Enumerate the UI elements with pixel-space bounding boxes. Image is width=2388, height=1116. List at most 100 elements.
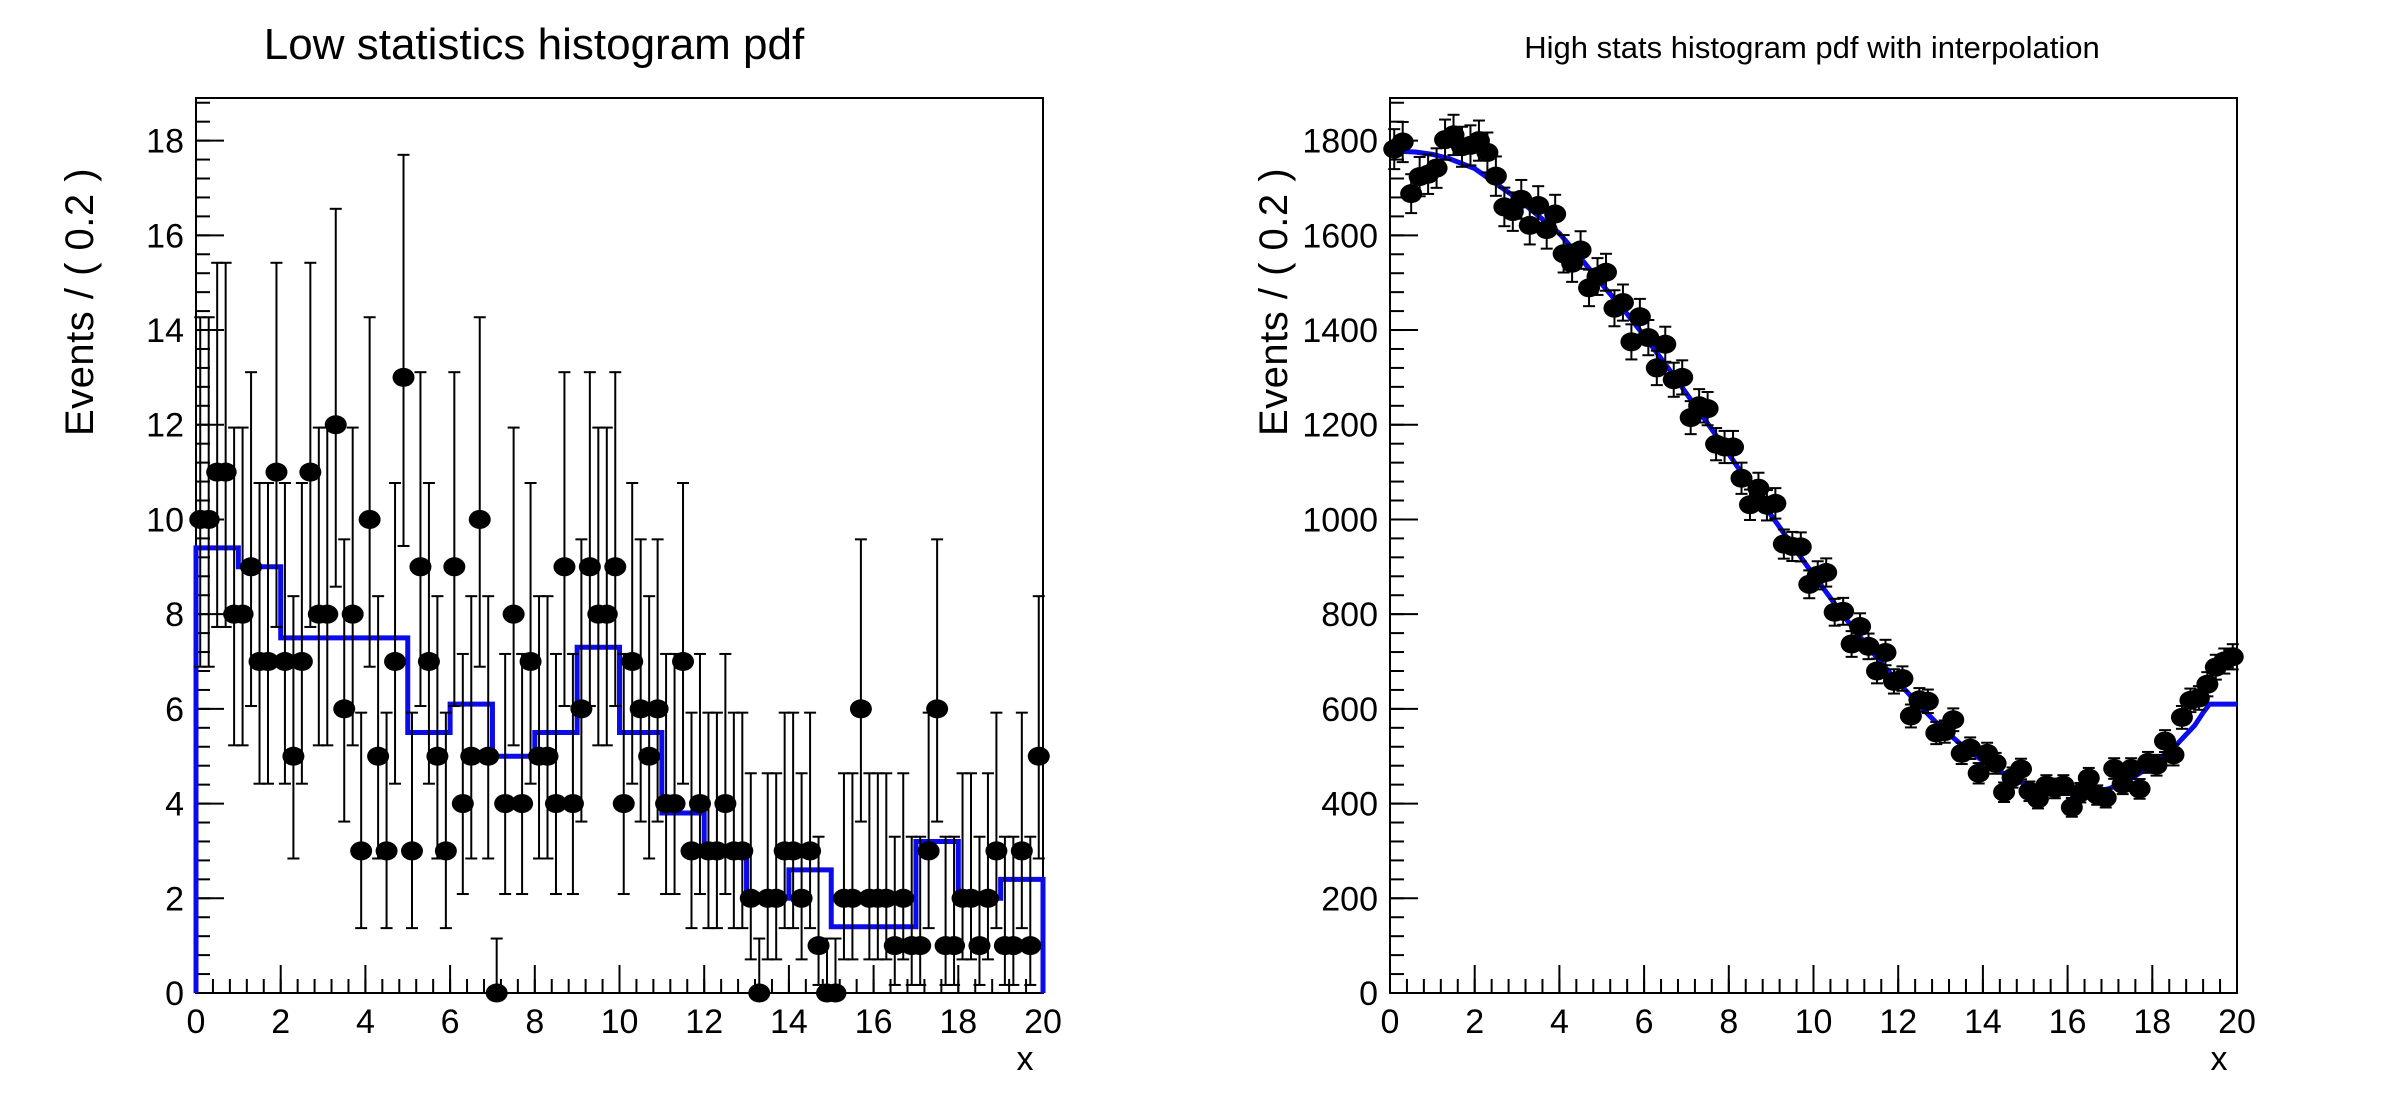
svg-text:14: 14 — [770, 1003, 808, 1041]
data-point — [841, 888, 864, 908]
data-point — [739, 888, 762, 908]
data-point — [358, 509, 381, 529]
data-point — [214, 462, 237, 482]
data-point — [1764, 493, 1787, 513]
left-chart-plot: 0 2 4 6 8 10 12 14 16 18 20 0 2 4 6 8 10 12 14 16 18 — [146, 97, 1062, 1041]
data-point — [926, 699, 949, 719]
data-point — [553, 557, 576, 577]
data-point — [1620, 332, 1643, 352]
data-point — [849, 699, 872, 719]
data-point — [197, 509, 220, 529]
data-point — [968, 936, 991, 956]
svg-text:6: 6 — [165, 691, 184, 729]
data-point — [2170, 707, 2193, 727]
svg-text:18: 18 — [146, 123, 184, 161]
data-point — [748, 983, 771, 1003]
tick-labels: 0 2 4 6 8 10 12 14 16 18 20 0 2 4 6 8 10 12 14 16 18 — [146, 123, 1062, 1041]
data-point — [1857, 636, 1880, 656]
data-point — [1425, 158, 1448, 178]
svg-text:12: 12 — [1879, 1003, 1917, 1041]
data-point — [1476, 142, 1499, 162]
svg-text:0: 0 — [187, 1003, 206, 1041]
svg-text:600: 600 — [1321, 691, 1378, 729]
data-point — [468, 509, 491, 529]
data-point — [502, 604, 525, 624]
data-point — [646, 699, 669, 719]
data-point — [333, 699, 356, 719]
data-point — [265, 462, 288, 482]
data-point — [892, 888, 915, 908]
data-point — [1518, 215, 1541, 235]
data-point — [2162, 745, 2185, 765]
data-point — [672, 652, 695, 672]
data-point — [985, 841, 1008, 861]
data-point — [1569, 240, 1592, 260]
data-point — [1019, 936, 1042, 956]
data-point — [1544, 204, 1567, 224]
data-point — [1993, 782, 2016, 802]
svg-text:10: 10 — [601, 1003, 639, 1041]
svg-text:12: 12 — [685, 1003, 723, 1041]
data-point — [883, 936, 906, 956]
data-point — [494, 794, 517, 814]
data-point — [519, 652, 542, 672]
data-point — [350, 841, 373, 861]
pad-low-stats-histogram: Low statistics histogram pdf Events / ( … — [58, 20, 1062, 1078]
svg-text:0: 0 — [165, 975, 184, 1013]
data-point — [1891, 669, 1914, 689]
data-point — [240, 557, 263, 577]
svg-text:10: 10 — [1795, 1003, 1833, 1041]
svg-text:1000: 1000 — [1302, 501, 1378, 539]
data-point — [909, 936, 932, 956]
data-point — [1916, 691, 1939, 711]
data-point — [536, 746, 559, 766]
data-point — [485, 983, 508, 1003]
svg-text:16: 16 — [2049, 1003, 2087, 1041]
svg-text:8: 8 — [1719, 1003, 1738, 1041]
data-point — [426, 746, 449, 766]
data-point — [1967, 763, 1990, 783]
data-point — [1594, 262, 1617, 282]
right-chart-plot: 0 2 4 6 8 10 12 14 16 18 2002004006008001000120014… — [1302, 97, 2256, 1041]
svg-text:1800: 1800 — [1302, 123, 1378, 161]
right-chart-title: High stats histogram pdf with interpolat… — [1524, 30, 2100, 65]
data-markers — [1383, 125, 2244, 817]
data-point — [324, 415, 347, 435]
data-point — [1815, 562, 1838, 582]
data-point — [561, 794, 584, 814]
svg-text:0: 0 — [1381, 1003, 1400, 1041]
svg-text:16: 16 — [855, 1003, 893, 1041]
svg-text:800: 800 — [1321, 596, 1378, 634]
data-point — [1722, 437, 1745, 457]
data-point — [1391, 132, 1414, 152]
data-point — [629, 699, 652, 719]
error-bars — [194, 153, 1045, 993]
data-point — [1010, 841, 1033, 861]
data-point — [1840, 634, 1863, 654]
data-point — [1654, 334, 1677, 354]
data-point — [790, 888, 813, 908]
svg-text:18: 18 — [939, 1003, 977, 1041]
svg-text:6: 6 — [1635, 1003, 1654, 1041]
data-point — [2145, 755, 2168, 775]
data-point — [316, 604, 339, 624]
svg-text:1200: 1200 — [1302, 407, 1378, 445]
svg-text:8: 8 — [165, 596, 184, 634]
data-point — [2069, 783, 2092, 803]
data-point — [875, 888, 898, 908]
data-point — [409, 557, 432, 577]
data-point — [621, 652, 644, 672]
svg-text:14: 14 — [146, 312, 184, 350]
data-point — [1671, 367, 1694, 387]
data-point — [1628, 307, 1651, 327]
data-point — [2103, 759, 2126, 779]
svg-text:4: 4 — [1550, 1003, 1569, 1041]
data-point — [1747, 478, 1770, 498]
data-point — [511, 794, 534, 814]
data-point — [434, 841, 457, 861]
data-point — [1027, 746, 1050, 766]
data-point — [960, 888, 983, 908]
data-point — [824, 983, 847, 1003]
data-point — [1789, 537, 1812, 557]
data-point — [282, 746, 305, 766]
